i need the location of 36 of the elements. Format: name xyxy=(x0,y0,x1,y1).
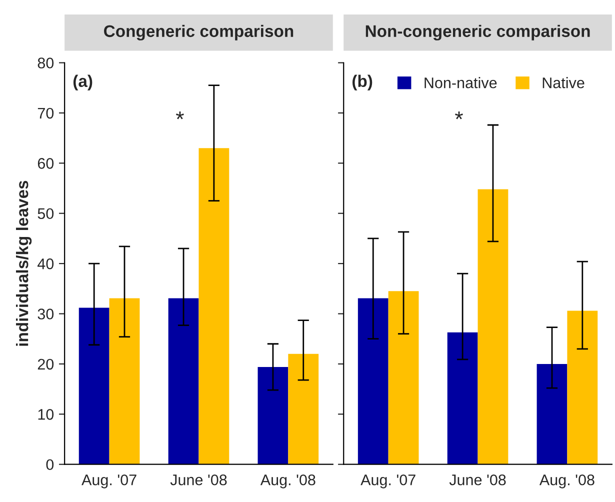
annotation: * xyxy=(455,111,463,120)
x-tick-label: June '08 xyxy=(170,474,227,486)
bar xyxy=(168,298,199,464)
legend-label: Non-native xyxy=(424,77,497,88)
annotation: * xyxy=(176,111,184,120)
y-axis-title: individuals/kg leaves xyxy=(16,180,32,346)
bar xyxy=(447,332,478,464)
y-tick-label: 80 xyxy=(38,58,54,68)
y-tick-label: 0 xyxy=(46,459,54,470)
bar xyxy=(258,366,288,464)
bar xyxy=(358,298,388,464)
bar xyxy=(478,189,508,464)
y-tick-label: 40 xyxy=(38,258,54,270)
y-tick-label: 20 xyxy=(38,358,54,370)
annotation: (b) xyxy=(352,74,372,90)
chart-title: Non-congeneric comparison xyxy=(366,24,590,40)
bar xyxy=(536,364,568,464)
x-tick-label: Aug. '08 xyxy=(539,474,594,488)
legend-label: Native xyxy=(542,77,584,88)
x-tick-label: Aug. '08 xyxy=(260,474,316,488)
chart-title: Congeneric comparison xyxy=(104,24,294,40)
x-tick-label: June '08 xyxy=(449,474,506,486)
y-tick-label: 30 xyxy=(38,308,54,320)
x-tick-label: Aug. '07 xyxy=(360,474,416,488)
y-tick-label: 60 xyxy=(38,158,54,169)
bar xyxy=(288,354,319,464)
bar xyxy=(78,308,110,464)
bar xyxy=(567,310,598,464)
y-tick-label: 50 xyxy=(38,208,54,220)
annotation: (a) xyxy=(73,74,92,90)
bar xyxy=(109,298,140,464)
bar xyxy=(198,148,230,464)
x-tick-label: Aug. '07 xyxy=(82,474,136,488)
y-tick-label: 70 xyxy=(38,108,54,119)
bar xyxy=(388,291,419,464)
y-tick-label: 10 xyxy=(38,409,54,420)
